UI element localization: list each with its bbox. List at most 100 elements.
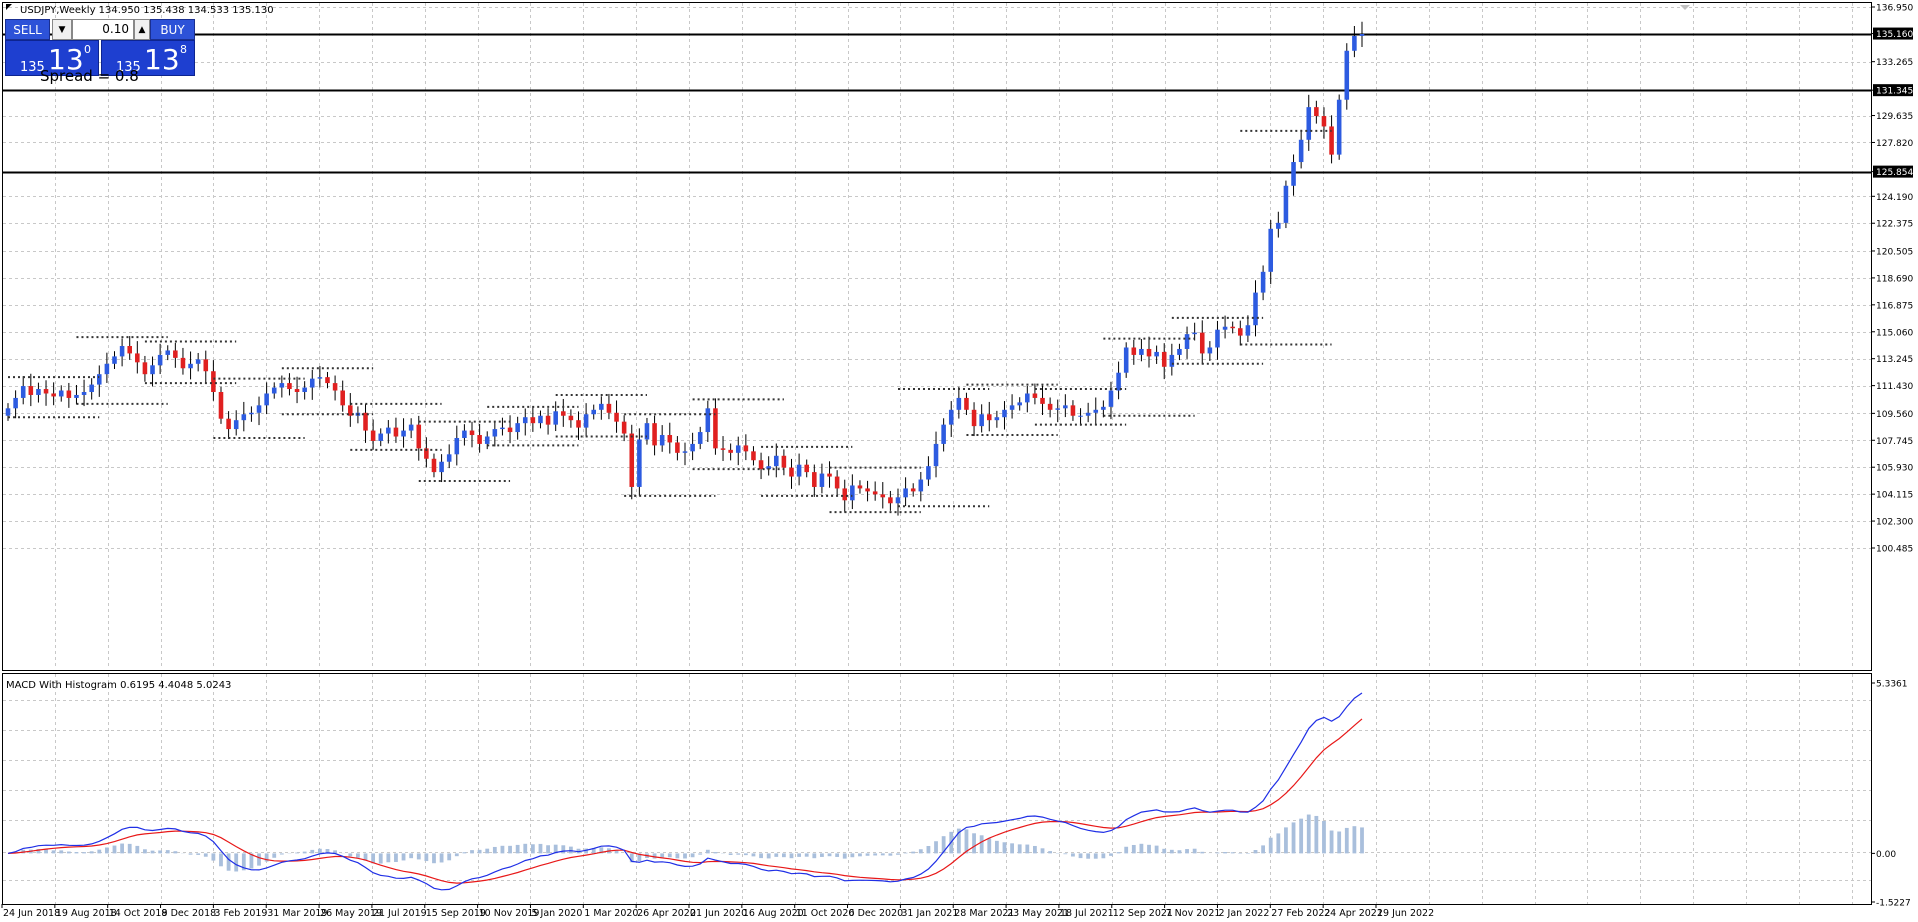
macd-grid (2, 674, 1871, 904)
price-label: 109.560 (1876, 410, 1913, 420)
lot-size-input[interactable]: 0.10 (72, 19, 134, 40)
candle-body (1298, 139, 1304, 163)
candle-body (264, 393, 269, 406)
candle-body (81, 391, 87, 395)
candle-body (469, 430, 475, 436)
candle-body (515, 423, 520, 433)
time-label: 24 Apr 2022 (1324, 908, 1383, 919)
time-label: 26 Apr 2020 (637, 908, 696, 919)
candle-body (393, 427, 399, 437)
candle-body (89, 384, 94, 392)
candle-body (340, 390, 345, 406)
candle-body (530, 417, 536, 424)
buy-price-button[interactable]: 135 13 8 (101, 40, 195, 76)
candle-body (697, 432, 703, 444)
candle-body (1131, 347, 1137, 355)
candle-body (325, 377, 330, 384)
candle-body (1161, 351, 1167, 367)
candle-body (850, 485, 855, 501)
buy-button[interactable]: BUY (150, 19, 195, 40)
candle-body (553, 411, 558, 425)
candle-body (5, 408, 11, 416)
candle-body (979, 414, 984, 427)
candle-body (682, 451, 688, 453)
candle-body (652, 423, 657, 446)
price-label: 131.345 (1876, 87, 1913, 97)
candle-body (865, 488, 870, 492)
candle-body (58, 390, 64, 397)
time-label: 1 Mar 2020 (584, 908, 638, 919)
lot-dropdown-button[interactable]: ▼ (52, 19, 72, 40)
candle-body (758, 460, 764, 470)
candle-body (606, 403, 612, 413)
candle-body (218, 391, 224, 419)
candle-body (1321, 116, 1327, 127)
price-label: 122.375 (1876, 220, 1913, 230)
shift-marker-icon[interactable] (1680, 5, 1690, 10)
candle-body (926, 466, 931, 480)
one-click-trading-panel: SELL ▼ 0.10 ▲ BUY 135 13 0 135 13 8 (5, 19, 195, 76)
candle-body (1336, 99, 1342, 155)
price-axis: 136.950 135.160 133.265 131.345 129.635 127.8… (1871, 4, 1913, 555)
candle-body (317, 377, 323, 379)
price-label: 136.950 (1876, 4, 1913, 14)
candle-body (1207, 347, 1213, 354)
candle-body (1040, 397, 1045, 404)
candle-body (591, 409, 597, 415)
candle-body (751, 451, 756, 461)
candle-body (96, 374, 102, 385)
candle-body (675, 442, 680, 453)
candle-body (781, 455, 787, 468)
candle-body (1025, 393, 1030, 403)
candle-body (484, 436, 490, 444)
candle-body (812, 472, 817, 487)
candle-body (507, 427, 513, 433)
candle-body (1329, 126, 1334, 155)
candle-body (629, 433, 635, 487)
candle-body (827, 473, 832, 477)
macd-label: 5.3361 (1876, 680, 1908, 690)
candle-body (1306, 107, 1312, 140)
candle-body (279, 383, 285, 388)
macd-axis: 5.3361 0.00 -1.5227 (1871, 680, 1911, 909)
candle-body (363, 412, 368, 431)
candle-body (249, 412, 254, 415)
buy-price-main: 13 (144, 43, 180, 76)
candle-body (226, 418, 231, 430)
time-label: 5 Jan 2020 (531, 908, 582, 919)
sell-price-button[interactable]: 135 13 0 (5, 40, 99, 76)
candle-body (1047, 403, 1053, 410)
candle-body (614, 412, 619, 422)
candle-body (773, 455, 779, 467)
price-label: 133.265 (1876, 58, 1913, 68)
main-pane-frame (2, 2, 1872, 671)
candle-body (20, 386, 26, 398)
candle-body (538, 415, 543, 424)
candle-body (370, 430, 376, 441)
time-label: 9 Dec 2018 (162, 908, 217, 919)
macd-label: 0.00 (1876, 850, 1896, 860)
candle-body (332, 383, 338, 391)
time-label: 19 Jun 2022 (1377, 908, 1434, 919)
candle-body (743, 445, 749, 452)
candle-body (789, 467, 794, 477)
candle-body (1070, 405, 1076, 416)
candle-body (667, 435, 673, 443)
candle-body (439, 461, 444, 473)
time-label: 10 Nov 2019 (479, 908, 540, 919)
candle-body (948, 409, 954, 425)
lot-spinner-button[interactable]: ▲ (134, 19, 150, 40)
candle-body (287, 383, 292, 390)
candle-body (644, 423, 650, 440)
candle-body (500, 427, 505, 430)
candle-body (43, 389, 49, 394)
candle-body (910, 488, 916, 492)
candle-body (971, 409, 977, 427)
candle-body (1169, 354, 1175, 367)
candle-body (1283, 185, 1289, 223)
sell-button[interactable]: SELL (5, 19, 50, 40)
candle-body (1291, 162, 1296, 186)
candle-body (173, 350, 178, 358)
candle-body (1177, 348, 1182, 355)
